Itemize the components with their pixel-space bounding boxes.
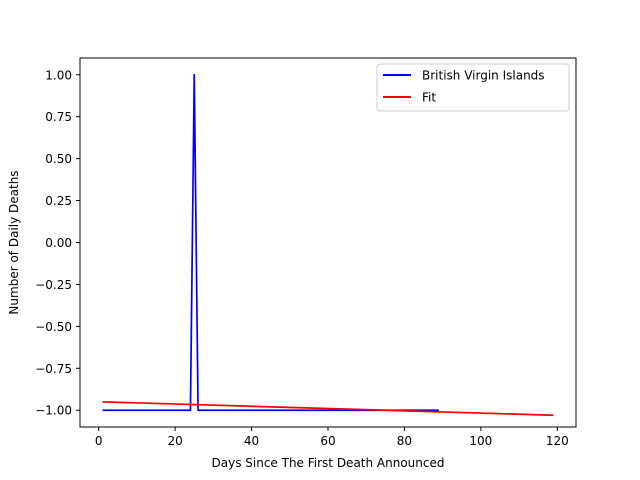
y-axis: −1.00 −0.75 −0.50 −0.25 0.00 0.25 0.50 0.75 1.00: [35, 68, 80, 418]
y-tick-label: 0.25: [45, 194, 72, 208]
series-line-fit: [102, 400, 554, 417]
x-axis: 0 20 40 60 80 100 120: [95, 427, 569, 448]
legend-box: [376, 63, 570, 112]
y-tick-label: 0.00: [45, 236, 72, 250]
legend-label-fit: Fit: [422, 91, 436, 105]
y-tick-label: −0.75: [35, 362, 72, 376]
series-line-british-virgin-islands: [102, 73, 439, 412]
y-tick-label: −0.50: [35, 320, 72, 334]
y-tick-label: 0.50: [45, 152, 72, 166]
x-tick-label: 20: [168, 434, 183, 448]
x-tick-label: 80: [397, 434, 412, 448]
series-layer: [102, 73, 554, 417]
y-tick-label: −1.00: [35, 404, 72, 418]
legend-label-british-virgin-islands: British Virgin Islands: [422, 69, 545, 83]
y-axis-label: Number of Daily Deaths: [7, 170, 21, 314]
y-tick-label: 0.75: [45, 110, 72, 124]
x-tick-label: 120: [546, 434, 569, 448]
y-tick-label: −0.25: [35, 278, 72, 292]
y-tick-label: 1.00: [45, 68, 72, 82]
x-tick-label: 0: [95, 434, 103, 448]
x-tick-label: 60: [320, 434, 335, 448]
x-tick-label: 100: [469, 434, 492, 448]
x-tick-label: 40: [244, 434, 259, 448]
legend: British Virgin Islands Fit: [376, 63, 570, 112]
x-axis-label: Days Since The First Death Announced: [212, 456, 445, 470]
